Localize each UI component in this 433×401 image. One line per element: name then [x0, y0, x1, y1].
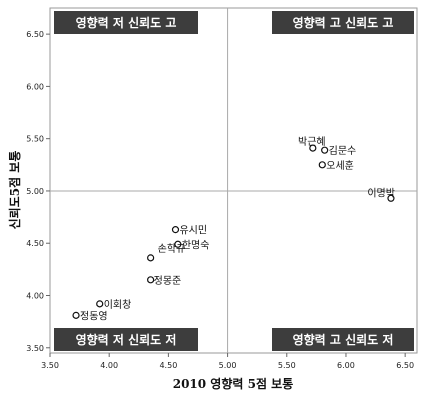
x-tick-label: 5.00: [219, 361, 237, 370]
scatter-point: [96, 300, 104, 308]
point-label: 이회창: [104, 299, 132, 311]
point-label: 오세훈: [326, 159, 354, 172]
y-tick-label: 4.50: [26, 239, 44, 248]
quadrant-label-bottom-right: 영향력 고 신뢰도 저: [293, 332, 394, 347]
y-axis-ticks: 3.50 4.00 4.50 5.00 5.50 6.00 6.50: [26, 30, 50, 353]
point-label: 박근혜: [298, 136, 326, 148]
scatter-point: [174, 240, 182, 248]
x-axis-title: 2010 영향력 5점 보통: [173, 376, 294, 391]
y-axis-title: 신뢰도5점 보통: [7, 151, 22, 230]
scatter-point: [387, 194, 395, 202]
quadrant-top-right: 영향력 고 신뢰도 고: [272, 11, 414, 34]
x-tick-label: 4.00: [100, 361, 118, 370]
scatter-point: [147, 254, 155, 262]
quadrant-label-top-left: 영향력 저 신뢰도 고: [76, 15, 177, 30]
x-tick-label: 6.00: [337, 361, 355, 370]
point-label: 이명박: [367, 187, 395, 199]
scatter-point: [309, 144, 317, 152]
x-tick-label: 3.50: [41, 361, 59, 370]
point-label: 정몽준: [154, 275, 182, 287]
y-tick-label: 6.50: [26, 30, 44, 39]
quadrant-label-top-right: 영향력 고 신뢰도 고: [293, 15, 394, 30]
point-label: 유시민: [179, 225, 207, 237]
x-tick-label: 5.50: [278, 361, 296, 370]
plot-frame: [49, 7, 418, 354]
point-label: 김문수: [329, 145, 357, 157]
point-label: 한명숙: [182, 239, 210, 251]
y-tick-label: 5.50: [26, 135, 44, 144]
scatter-point: [72, 311, 80, 319]
quadrant-bottom-left: 영향력 저 신뢰도 저: [54, 328, 198, 351]
quadrant-label-bottom-left: 영향력 저 신뢰도 저: [76, 332, 177, 347]
x-tick-label: 4.50: [159, 361, 177, 370]
y-tick-label: 3.50: [26, 344, 44, 353]
point-label: 정동영: [80, 310, 108, 322]
scatter-point: [171, 226, 180, 234]
scatter-point: [318, 161, 326, 169]
point-label: 손학규: [158, 243, 186, 255]
y-tick-label: 4.00: [26, 292, 44, 301]
quadrant-top-left: 영향력 저 신뢰도 고: [54, 11, 198, 34]
x-axis-ticks: 3.50 4.00 4.50 5.00 5.50 6.00 6.50: [41, 353, 414, 370]
quadrant-bottom-right: 영향력 고 신뢰도 저: [272, 328, 414, 351]
x-tick-label: 6.50: [396, 361, 414, 370]
y-tick-label: 5.00: [26, 187, 44, 196]
y-tick-label: 6.00: [26, 82, 44, 91]
scatter-point: [321, 146, 329, 154]
reference-lines: [50, 8, 417, 353]
scatter-point: [147, 276, 155, 284]
